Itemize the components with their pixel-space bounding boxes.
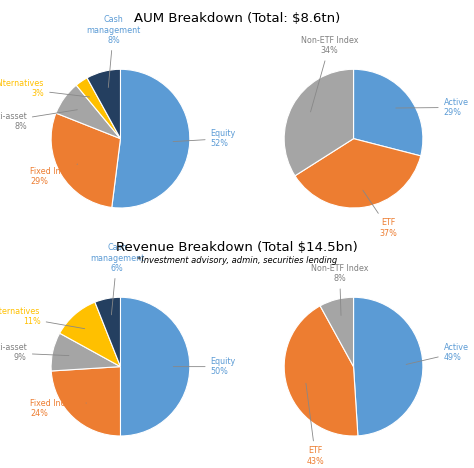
Text: Revenue Breakdown (Total $14.5bn): Revenue Breakdown (Total $14.5bn) bbox=[116, 241, 358, 254]
Text: Equity
50%: Equity 50% bbox=[173, 357, 236, 376]
Text: Active
29%: Active 29% bbox=[396, 98, 469, 117]
Text: Multi-asset
9%: Multi-asset 9% bbox=[0, 343, 69, 362]
Wedge shape bbox=[120, 297, 190, 436]
Text: Active
49%: Active 49% bbox=[406, 343, 469, 365]
Text: Cash
management
6%: Cash management 6% bbox=[90, 243, 144, 315]
Wedge shape bbox=[354, 297, 423, 436]
Text: *Investment advisory, admin, securities lending: *Investment advisory, admin, securities … bbox=[137, 256, 337, 265]
Text: AUM Breakdown (Total: $8.6tn): AUM Breakdown (Total: $8.6tn) bbox=[134, 12, 340, 25]
Text: Alternatives
3%: Alternatives 3% bbox=[0, 79, 90, 98]
Text: Multi-asset
8%: Multi-asset 8% bbox=[0, 110, 77, 131]
Text: Equity
52%: Equity 52% bbox=[173, 129, 236, 148]
Wedge shape bbox=[51, 333, 120, 371]
Wedge shape bbox=[295, 139, 421, 208]
Wedge shape bbox=[51, 366, 120, 436]
Wedge shape bbox=[56, 85, 120, 139]
Wedge shape bbox=[284, 69, 354, 176]
Wedge shape bbox=[112, 69, 190, 208]
Wedge shape bbox=[51, 113, 120, 207]
Wedge shape bbox=[284, 306, 358, 436]
Wedge shape bbox=[95, 297, 120, 366]
Text: Fixed Income
29%: Fixed Income 29% bbox=[30, 164, 83, 186]
Text: ETF
43%: ETF 43% bbox=[306, 383, 324, 466]
Text: ETF
37%: ETF 37% bbox=[363, 190, 397, 238]
Text: Alternatives
11%: Alternatives 11% bbox=[0, 307, 85, 329]
Text: Fixed Income
24%: Fixed Income 24% bbox=[30, 399, 86, 418]
Wedge shape bbox=[76, 78, 120, 139]
Text: Non-ETF Index
34%: Non-ETF Index 34% bbox=[301, 36, 358, 112]
Wedge shape bbox=[320, 297, 354, 366]
Wedge shape bbox=[60, 302, 120, 366]
Text: Non-ETF Index
8%: Non-ETF Index 8% bbox=[311, 264, 368, 315]
Wedge shape bbox=[87, 69, 120, 139]
Text: Cash
management
8%: Cash management 8% bbox=[86, 15, 141, 88]
Wedge shape bbox=[354, 69, 423, 156]
